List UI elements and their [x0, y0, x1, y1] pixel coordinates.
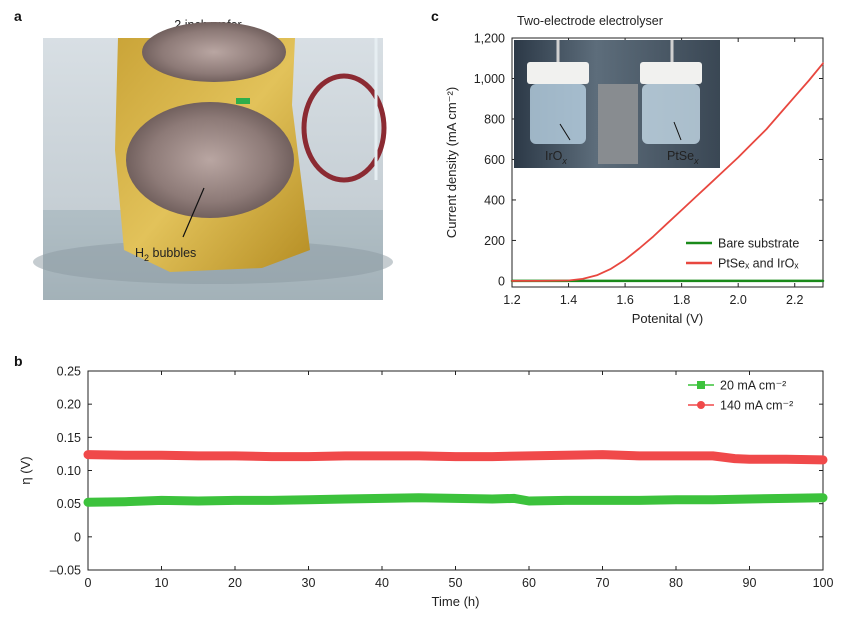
y-tick-label: 0.20 [57, 398, 81, 412]
y-tick-label: 0 [498, 274, 505, 288]
chart-c-data: Bare substrate PtSeₓ and IrOₓ [510, 62, 825, 283]
series-line-2 [511, 62, 824, 282]
chart-c-inset-photo [514, 40, 720, 168]
panel-c: c Two-electrode electrolyser 1.2 1.4 1.6 1.… [431, 8, 825, 326]
y-tick-label: 800 [484, 112, 505, 126]
y-axis-label: η (V) [18, 456, 33, 484]
y-tick-label: 200 [484, 234, 505, 248]
x-axis-label: Potenital (V) [632, 311, 704, 326]
bubbles-annotation: H2 bubbles [135, 246, 196, 263]
inset-label-ptsex: PtSex [667, 149, 699, 166]
x-tick-label: 90 [743, 576, 757, 590]
inset-label-irox: IrOx [545, 149, 567, 166]
x-tick-label: 60 [522, 576, 536, 590]
y-tick-label: 0.25 [57, 365, 81, 379]
y-tick-label: 0 [74, 530, 81, 544]
legend-label-1: 20 mA cm⁻² [720, 379, 786, 393]
x-tick-label: 100 [813, 576, 834, 590]
y-tick-label: 0.05 [57, 497, 81, 511]
panel-c-letter: c [431, 8, 439, 24]
y-tick-label: 600 [484, 153, 505, 167]
x-tick-label: 30 [302, 576, 316, 590]
x-tick-label: 10 [155, 576, 169, 590]
x-tick-label: 40 [375, 576, 389, 590]
panel-c-title: Two-electrode electrolyser [517, 14, 663, 28]
y-tick-label: 0.10 [57, 464, 81, 478]
x-tick-label: 2.2 [786, 293, 803, 307]
x-tick-label: 0 [85, 576, 92, 590]
plot-frame [87, 370, 824, 571]
x-tick-label: 2.0 [729, 293, 746, 307]
x-tick-label: 1.6 [616, 293, 633, 307]
y-tick-label: 1,000 [474, 72, 505, 86]
x-tick-label: 1.2 [503, 293, 520, 307]
legend-label-1: Bare substrate [718, 237, 799, 251]
x-tick-label: 80 [669, 576, 683, 590]
chart-b-axes: 0 10 20 30 40 50 60 70 80 90 100 –0.05 0 0.05 0.10 0.15… [18, 365, 833, 610]
y-tick-label: –0.05 [50, 564, 81, 578]
wafer-photo [33, 22, 393, 300]
panel-b-letter: b [14, 353, 23, 369]
panel-a-letter: a [14, 8, 22, 24]
chart-b-data: 20 mA cm⁻² 140 mA cm⁻² [83, 379, 828, 507]
legend-marker-1 [697, 381, 705, 389]
y-axis-label: Current density (mA cm⁻²) [444, 87, 459, 238]
x-tick-label: 1.4 [560, 293, 577, 307]
panel-b: b 0 10 20 30 40 50 60 70 80 90 100 –0.05 0 0.05 0.10 0.… [14, 353, 833, 609]
plot-frame [511, 37, 824, 288]
chart-c-axes: 1.2 1.4 1.6 1.8 2.0 2.2 0 200 400 600 800 1,000 1,20… [444, 32, 824, 326]
legend-label-2: PtSeₓ and IrOₓ [718, 257, 799, 271]
legend-label-2: 140 mA cm⁻² [720, 399, 793, 413]
y-tick-label: 400 [484, 193, 505, 207]
legend-marker-2 [697, 401, 705, 409]
panel-a: a 2 inch wafer H2 bubbles [14, 8, 393, 300]
x-tick-label: 50 [449, 576, 463, 590]
y-tick-label: 1,200 [474, 32, 505, 46]
x-tick-label: 70 [596, 576, 610, 590]
series-line-2 [83, 450, 828, 465]
y-tick-label: 0.15 [57, 431, 81, 445]
x-axis-label: Time (h) [432, 594, 480, 609]
x-tick-label: 20 [228, 576, 242, 590]
series-line-1 [83, 493, 828, 507]
x-tick-label: 1.8 [673, 293, 690, 307]
